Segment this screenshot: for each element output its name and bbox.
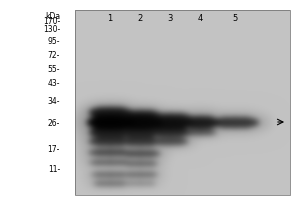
Text: 72-: 72- [48,51,60,60]
Text: 5: 5 [232,14,238,23]
Text: kDa: kDa [45,12,60,21]
Text: 130-: 130- [43,25,60,34]
Text: 2: 2 [137,14,142,23]
Text: 17-: 17- [48,146,60,154]
Bar [75,10,290,195]
Text: 170-: 170- [43,18,60,26]
Text: 26-: 26- [48,119,60,129]
Text: 55-: 55- [47,66,60,74]
Text: 43-: 43- [47,79,60,88]
Text: 11-: 11- [48,166,60,174]
Text: 3: 3 [167,14,173,23]
Text: 34-: 34- [47,97,60,106]
Text: 1: 1 [107,14,112,23]
Text: 95-: 95- [47,38,60,46]
Text: 4: 4 [197,14,202,23]
